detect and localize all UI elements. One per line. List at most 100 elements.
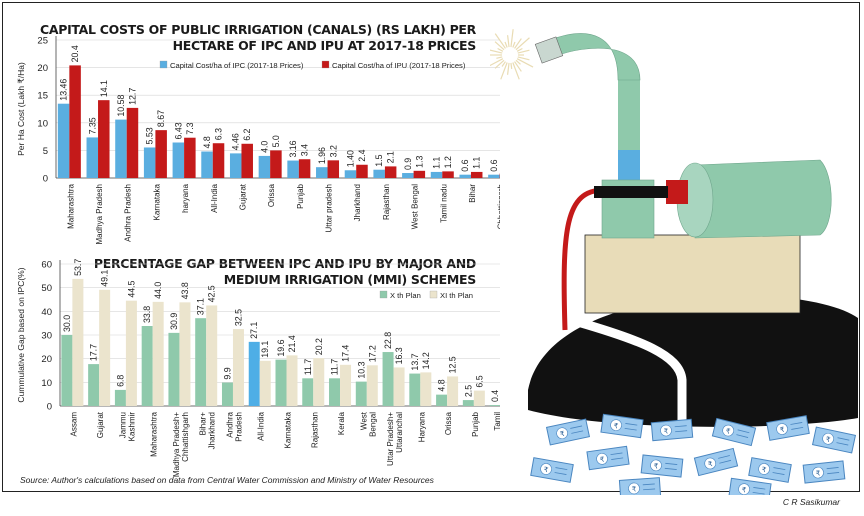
note-line: [643, 488, 656, 491]
y-tick-label: 10: [37, 118, 48, 129]
credit: C R Sasikumar: [782, 497, 840, 507]
category-label: Jharkhand: [208, 412, 217, 449]
note-line: [674, 425, 687, 428]
note-line: [791, 426, 804, 430]
currency-note: ₹: [586, 445, 630, 471]
canal-channel: [573, 317, 687, 425]
category-label: Karnataka: [152, 183, 161, 220]
bar: [206, 305, 218, 406]
sun-ray: [504, 41, 508, 48]
data-label: 17.7: [89, 344, 99, 361]
bar: [344, 170, 357, 178]
data-label: 1.3: [414, 155, 424, 167]
data-label: 19.1: [260, 341, 270, 358]
note-body: [802, 460, 846, 484]
category-label: Chhattishgarh: [181, 412, 190, 462]
data-label: 44.5: [126, 280, 136, 297]
bar: [126, 107, 139, 178]
note-line: [837, 437, 850, 441]
y-tick-label: 15: [37, 91, 48, 102]
bar: [114, 389, 126, 406]
currency-note: ₹: [650, 418, 694, 442]
data-label: 2.1: [386, 151, 396, 163]
category-label: Uttar Pradesh+: [386, 412, 395, 466]
note-seal: [596, 453, 608, 465]
category-label: Jharkhand: [353, 184, 362, 221]
note-symbol: ₹: [613, 422, 619, 431]
category-label: Maharashtra: [66, 183, 75, 228]
bar: [329, 378, 341, 406]
sun-ray: [514, 61, 522, 72]
data-label: 12.7: [127, 88, 137, 105]
bar: [143, 147, 156, 178]
category-label: Andhra: [225, 411, 234, 437]
bar: [327, 160, 340, 178]
source-note: Source: Author's calculations based on d…: [20, 475, 434, 485]
note-seal: [722, 424, 734, 437]
bar: [241, 143, 253, 178]
bar: [259, 360, 271, 406]
note-symbol: ₹: [741, 486, 747, 495]
note-line: [675, 430, 688, 433]
sun-ray: [506, 35, 510, 48]
note-body: [545, 418, 591, 446]
data-label: 7.35: [87, 117, 97, 134]
chart-capital-costs: CAPITAL COSTS OF PUBLIC IRRIGATION (CANA…: [16, 22, 500, 244]
bar: [459, 174, 471, 178]
legend-label: Capital Cost/ha of IPC (2017-18 Prices): [170, 61, 304, 70]
data-label: 10.58: [116, 94, 126, 116]
bar: [99, 289, 111, 406]
data-label: 37.1: [196, 298, 206, 315]
data-label: 49.1: [100, 270, 110, 287]
pump-band: [594, 186, 664, 198]
bar: [447, 376, 459, 406]
category-label: Assam: [69, 412, 78, 437]
data-label: 33.8: [142, 306, 152, 323]
note-seal: [540, 463, 552, 475]
note-symbol: ₹: [707, 460, 714, 469]
data-label: 6.43: [173, 122, 183, 139]
sun-ray: [500, 62, 508, 80]
bar: [72, 278, 84, 406]
pipe-bend: [549, 33, 641, 81]
legend-label: XI th Plan: [440, 291, 473, 300]
data-label: 1.96: [317, 147, 327, 164]
legend-label: X th Plan: [390, 291, 421, 300]
bar: [382, 352, 394, 406]
category-label: Kashmir: [127, 412, 136, 442]
data-label: 1.2: [443, 156, 453, 168]
land-mound: [528, 295, 858, 427]
note-line: [625, 423, 638, 426]
pipe-section: [618, 150, 640, 180]
bar: [212, 143, 225, 178]
y-tick-label: 5: [43, 146, 48, 157]
note-body: [530, 457, 574, 483]
currency-note: ₹: [640, 454, 684, 478]
data-label: 5.0: [271, 135, 281, 147]
category-label: Punjab: [471, 411, 480, 436]
currency-note: ₹: [600, 413, 644, 439]
bar: [470, 171, 483, 178]
data-label: 22.8: [383, 332, 393, 349]
bar: [152, 301, 164, 406]
category-label: Pradesh: [234, 412, 243, 442]
bar: [413, 170, 426, 178]
category-label: Haryana: [417, 411, 426, 442]
data-label: 0.6: [489, 159, 499, 171]
chart-title-line: PERCENTAGE GAP BETWEEN IPC AND IPU BY MA…: [94, 256, 476, 271]
y-tick-label: 20: [37, 63, 48, 74]
sun-ray: [494, 59, 505, 69]
y-tick-label: 30: [41, 331, 52, 342]
bar: [61, 335, 73, 406]
bar: [125, 300, 137, 406]
category-label: Andhra Pradesh: [124, 184, 133, 242]
data-label: 9.9: [222, 367, 232, 379]
nozzle: [534, 36, 564, 64]
currency-note: ₹: [618, 477, 662, 495]
note-body: [586, 445, 630, 471]
y-tick-label: 50: [41, 283, 52, 294]
chart-title-line: MEDIUM IRRIGATION (MMI) SCHEMES: [224, 272, 477, 287]
note-symbol: ₹: [825, 435, 832, 444]
bar: [462, 400, 474, 406]
y-tick-label: 0: [43, 174, 48, 185]
